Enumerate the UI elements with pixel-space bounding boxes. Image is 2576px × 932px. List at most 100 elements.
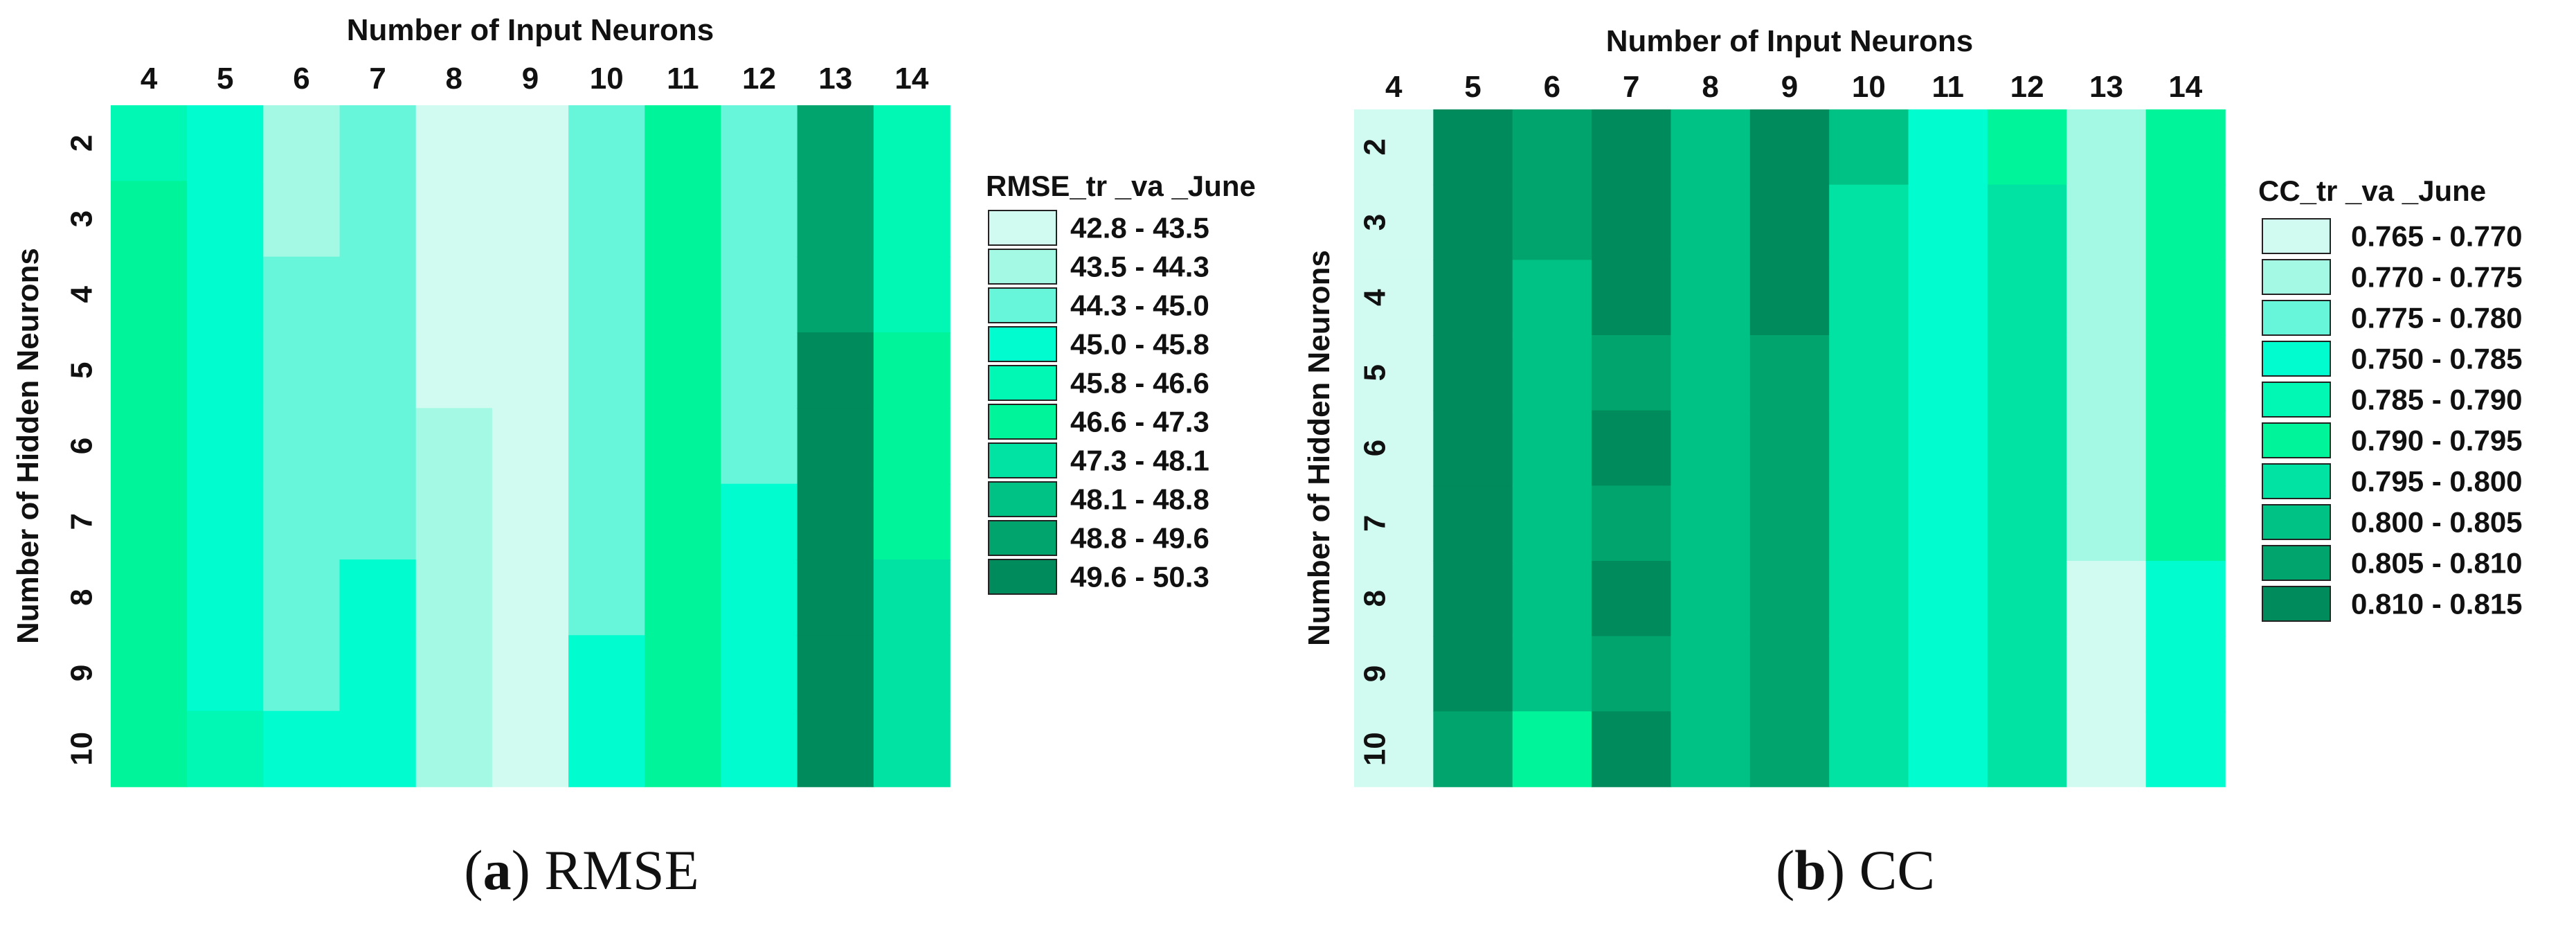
heatmap-b-legend-label-1: 0.770 - 0.775: [2351, 261, 2523, 294]
heatmap-a-cell-x8-y9: [415, 635, 493, 712]
heatmap-a-cell-x12-y4: [721, 256, 798, 333]
heatmap-b-cell-x6-y6: [1512, 410, 1592, 487]
heatmap-b-legend-swatch-1: [2262, 259, 2331, 295]
heatmap-b-cell-x6-y5: [1512, 335, 1592, 411]
heatmap-b-x-tick-7: 7: [1623, 70, 1639, 104]
heatmap-b-cell-x8-y6: [1670, 410, 1751, 487]
heatmap-b-cell-x4-y9: [1354, 636, 1434, 713]
heatmap-a-cell-x7-y2: [339, 105, 417, 182]
heatmap-b-legend-swatch-0: [2262, 218, 2331, 254]
heatmap-a-cell-x7-y8: [339, 559, 417, 636]
heatmap-a-cell-x4-y9: [111, 635, 188, 712]
heatmap-b-cell-x7-y9: [1592, 636, 1672, 713]
heatmap-a-cell-x5-y10: [187, 710, 264, 787]
heatmap-b-cell-x11-y5: [1908, 335, 1988, 411]
heatmap-b-cell-x14-y9: [2145, 636, 2226, 713]
heatmap-b-cell-x13-y9: [2066, 636, 2147, 713]
heatmap-a-cell-x4-y6: [111, 408, 188, 485]
heatmap-b-cell-x11-y4: [1908, 260, 1988, 336]
heatmap-b-cell-x8-y10: [1670, 711, 1751, 787]
heatmap-a-cell-x5-y8: [187, 559, 264, 636]
heatmap-a-cell-x7-y3: [339, 181, 417, 258]
heatmap-b-cell-x4-y3: [1354, 184, 1434, 261]
heatmap-b-cell-x8-y5: [1670, 335, 1751, 411]
heatmap-b-cell-x9-y5: [1749, 335, 1830, 411]
heatmap-b-cell-x11-y10: [1908, 711, 1988, 787]
heatmap-a-cell-x12-y3: [721, 181, 798, 258]
heatmap-b-cell-x12-y10: [1987, 711, 2068, 787]
heatmap-b-legend-swatch-7: [2262, 504, 2331, 540]
heatmap-a-legend-swatch-0: [988, 210, 1057, 246]
heatmap-b-cell-x4-y7: [1354, 485, 1434, 562]
heatmap-a-cell-x4-y10: [111, 710, 188, 787]
heatmap-b-cell-x5-y7: [1433, 485, 1513, 562]
heatmap-b-cell-x9-y9: [1749, 636, 1830, 713]
heatmap-a-cell-x5-y2: [187, 105, 264, 182]
heatmap-b-y-tick-9: 9: [1358, 665, 1392, 682]
heatmap-b-x-tick-10: 10: [1852, 70, 1886, 104]
heatmap-a-x-tick-8: 8: [446, 62, 462, 96]
heatmap-b-cell-x12-y6: [1987, 410, 2068, 487]
heatmap-b-y-axis-title: Number of Hidden Neurons: [1302, 250, 1336, 646]
heatmap-b-x-tick-6: 6: [1544, 70, 1560, 104]
heatmap-b-cell-x12-y2: [1987, 109, 2068, 186]
heatmap-a-cell-x9-y3: [492, 181, 569, 258]
heatmap-b-legend-swatch-2: [2262, 300, 2331, 336]
heatmap-a-cell-x11-y7: [645, 483, 722, 560]
heatmap-b-y-tick-7: 7: [1358, 514, 1392, 531]
heatmap-b-cell-x7-y10: [1592, 711, 1672, 787]
caption-b-letter: b: [1794, 839, 1826, 902]
heatmap-a-y-tick-5: 5: [65, 361, 99, 378]
heatmap-a-cell-x11-y3: [645, 181, 722, 258]
heatmap-a-cell-x10-y9: [568, 635, 646, 712]
heatmap-b-cell-x14-y7: [2145, 485, 2226, 562]
heatmap-a-cell-x8-y10: [415, 710, 493, 787]
heatmap-a-x-tick-14: 14: [894, 62, 928, 96]
caption-b: (b) CC: [1775, 839, 1936, 902]
heatmap-a-x-tick-12: 12: [742, 62, 776, 96]
heatmap-b-cell-x13-y7: [2066, 485, 2147, 562]
heatmap-a-cell-x8-y4: [415, 256, 493, 333]
heatmap-b-legend-label-4: 0.785 - 0.790: [2351, 384, 2523, 416]
caption-a-text: RMSE: [544, 839, 699, 902]
heatmap-a-legend-label-9: 49.6 - 50.3: [1070, 561, 1209, 593]
heatmap-b-cell-x9-y8: [1749, 561, 1830, 637]
heatmap-a-y-tick-10: 10: [65, 732, 99, 766]
heatmap-a-cell-x9-y4: [492, 256, 569, 333]
heatmap-a-legend-label-1: 43.5 - 44.3: [1070, 251, 1209, 283]
heatmap-b-x-tick-5: 5: [1464, 70, 1481, 104]
heatmap-a-cell-x8-y5: [415, 332, 493, 409]
heatmap-a-cell-x5-y7: [187, 483, 264, 560]
heatmap-a-cell-x6-y4: [263, 256, 341, 333]
heatmap-b-cell-x14-y5: [2145, 335, 2226, 411]
heatmap-b-legend-swatch-4: [2262, 382, 2331, 418]
heatmap-b-cell-x11-y7: [1908, 485, 1988, 562]
heatmap-a-x-tick-13: 13: [818, 62, 852, 96]
heatmap-b-cell-x11-y8: [1908, 561, 1988, 637]
heatmap-a-cell-x6-y7: [263, 483, 341, 560]
heatmap-b-cell-x9-y4: [1749, 260, 1830, 336]
heatmap-b-legend-swatch-9: [2262, 586, 2331, 622]
heatmap-b-cell-x8-y9: [1670, 636, 1751, 713]
heatmap-a-cell-x13-y8: [797, 559, 874, 636]
caption-a-letter: a: [483, 839, 512, 902]
heatmap-a-cell-x14-y7: [873, 483, 951, 560]
heatmap-b-cell-x7-y3: [1592, 184, 1672, 261]
heatmap-a-y-axis-title: Number of Hidden Neurons: [11, 248, 45, 644]
heatmap-a-cell-x5-y6: [187, 408, 264, 485]
heatmap-a-cell-x12-y7: [721, 483, 798, 560]
heatmap-b-cell-x10-y4: [1829, 260, 1909, 336]
heatmap-b-cell-x10-y9: [1829, 636, 1909, 713]
heatmap-a-cell-x10-y2: [568, 105, 646, 182]
heatmap-a-legend-label-2: 44.3 - 45.0: [1070, 289, 1209, 322]
heatmap-b-cell-x10-y7: [1829, 485, 1909, 562]
heatmap-b-cell-x5-y3: [1433, 184, 1513, 261]
heatmap-a-cell-x13-y10: [797, 710, 874, 787]
heatmap-a-cell-x11-y4: [645, 256, 722, 333]
heatmap-a-x-tick-11: 11: [667, 62, 699, 96]
heatmap-b-cell-x12-y7: [1987, 485, 2068, 562]
heatmap-a-legend-label-3: 45.0 - 45.8: [1070, 328, 1209, 361]
heatmap-b-legend-swatch-8: [2262, 545, 2331, 581]
heatmap-a-cell-x10-y10: [568, 710, 646, 787]
heatmap-b-x-tick-11: 11: [1931, 70, 1964, 104]
